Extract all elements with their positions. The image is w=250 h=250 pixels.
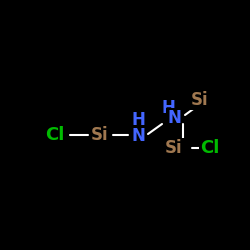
Text: H: H [161,99,175,117]
Text: N: N [131,127,145,145]
Text: Si: Si [165,139,183,157]
Text: Cl: Cl [45,126,65,144]
Text: Si: Si [191,91,209,109]
Text: N: N [167,109,181,127]
Text: Si: Si [91,126,109,144]
Text: H: H [131,111,145,129]
Text: Cl: Cl [200,139,220,157]
